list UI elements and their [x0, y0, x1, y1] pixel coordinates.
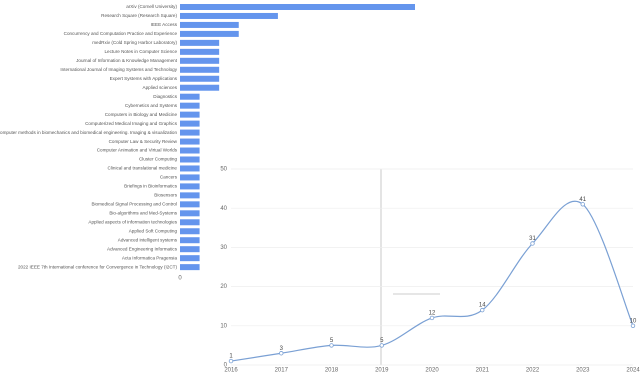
y-tick-label: 50 [220, 167, 227, 173]
x-tick-label: 2020 [425, 368, 439, 373]
line-panel [213, 160, 640, 373]
category-label: Applied sciences [143, 85, 178, 90]
bar [180, 66, 220, 73]
category-label: Expert Systems with Applications [110, 76, 178, 81]
point [429, 315, 435, 321]
x-tick-label: 2018 [325, 368, 339, 373]
category-label: Computer Animation and Virtual Worlds [97, 148, 178, 153]
data-label: 10 [630, 318, 637, 324]
category-label: Briefings in Bioinformatics [124, 184, 178, 189]
category-label: Diagnostics [153, 94, 177, 99]
x-tick-label: 2021 [476, 368, 490, 373]
category-label: Journal of Information & Knowledge Manag… [76, 58, 178, 63]
category-label: Cluster Computing [139, 157, 177, 162]
category-label: Lecture Notes in Computer Science [104, 49, 177, 54]
bar [180, 39, 220, 46]
category-label: Cybernetics and Systems [125, 103, 178, 108]
bar [180, 93, 200, 100]
bar [180, 156, 200, 163]
bar [180, 30, 239, 37]
point [228, 358, 234, 364]
data-label: 12 [429, 311, 436, 317]
x-tick-label: 2017 [275, 368, 289, 373]
point [480, 307, 485, 313]
category-label: Clinical and translational medicine [108, 166, 178, 171]
x-tick-label: 0 [178, 276, 182, 282]
category-label: Research Square (Research Square) [101, 13, 177, 18]
bar [180, 264, 200, 271]
decoration [393, 293, 440, 295]
bar [180, 120, 200, 127]
category-label: Concurrency and Computation Practice and… [64, 31, 178, 36]
bar [180, 192, 200, 199]
data-label: 5 [330, 338, 334, 344]
bar [180, 21, 239, 28]
bar [180, 210, 200, 217]
data-label: 1 [229, 354, 233, 360]
bar [180, 138, 200, 145]
bar [180, 201, 200, 208]
bar [180, 183, 200, 190]
category-label: Biosensors [154, 193, 177, 198]
bar [180, 165, 200, 172]
category-label: Acta Informatica Pragensia [122, 255, 178, 260]
category-label: Applied Soft Computing [129, 228, 178, 233]
bar [180, 75, 220, 82]
x-tick-label: 2019 [375, 368, 389, 373]
category-label: Computerized Medical Imaging and Graphic… [85, 121, 178, 126]
category-label: IEEE Access [151, 22, 178, 27]
bar [180, 57, 220, 64]
y-tick-label: 10 [220, 323, 227, 329]
data-label: 31 [529, 236, 536, 242]
bar [180, 111, 200, 118]
data-label: 41 [579, 197, 586, 203]
bar [180, 102, 200, 109]
bar [180, 84, 220, 91]
category-label: 2022 IEEE 7th International conference f… [18, 264, 177, 269]
x-tick-label: 2024 [626, 368, 640, 373]
y-tick-label: 0 [224, 363, 228, 369]
x-tick-label: 2016 [224, 368, 238, 373]
category-label: Advanced Engineering Informatics [107, 246, 178, 251]
category-label: Bio-algorithms and Med-Systems [109, 211, 177, 216]
data-label: 14 [479, 303, 486, 309]
category-label: Biomedical Signal Processing and Control [91, 202, 177, 207]
point [279, 351, 284, 356]
data-label: 5 [380, 338, 384, 344]
bar [180, 12, 278, 19]
category-label: Cancers [160, 175, 178, 180]
category-label: Computer Law & Security Review [109, 139, 178, 144]
y-tick-label: 30 [220, 245, 227, 251]
bar [180, 48, 220, 55]
bar [180, 228, 200, 235]
point [580, 202, 585, 207]
bar [180, 129, 200, 136]
data-label: 3 [280, 346, 284, 352]
category-label: Computers in Biology and Medicine [105, 112, 178, 117]
bar [180, 174, 200, 181]
point [329, 343, 334, 348]
bar [180, 255, 200, 262]
x-tick-label: 2022 [526, 368, 540, 373]
category-label: arXiv (Cornell University) [126, 4, 177, 9]
y-tick-label: 40 [220, 206, 227, 212]
category-label: Applied aspects of information technolog… [88, 219, 177, 224]
bar [180, 4, 415, 10]
point [530, 241, 535, 246]
category-label: Advanced intelligent systems [118, 237, 178, 242]
point [630, 323, 636, 328]
bar [180, 219, 200, 226]
y-tick-label: 20 [220, 284, 227, 290]
bar [180, 246, 200, 253]
bar [180, 147, 200, 154]
category-label: International Journal of Imaging Systems… [60, 67, 177, 72]
point [379, 343, 384, 348]
bar [180, 237, 200, 244]
category-label: medRxiv (Cold Spring Harbor Laboratory) [92, 40, 177, 45]
x-tick-label: 2023 [576, 368, 590, 373]
category-label: Computer methods in biomechanics and bio… [0, 130, 177, 135]
